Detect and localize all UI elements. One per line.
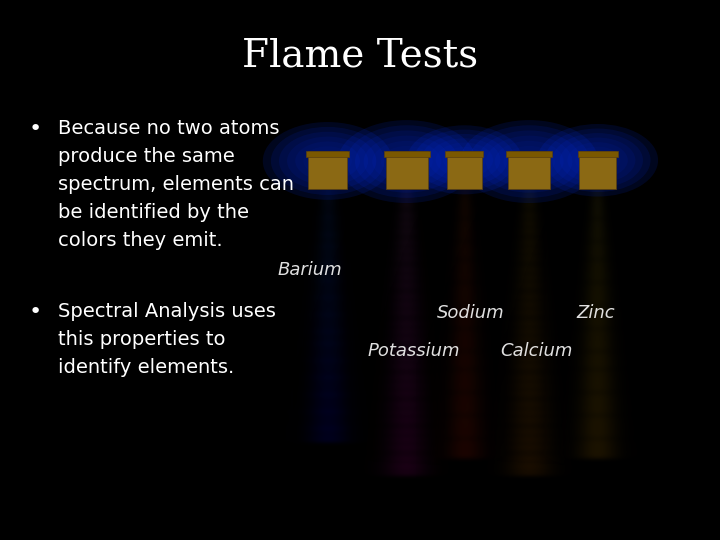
Bar <box>508 151 550 189</box>
Bar <box>447 151 482 189</box>
Ellipse shape <box>295 141 360 180</box>
Text: Sodium: Sodium <box>437 304 505 322</box>
Ellipse shape <box>279 132 377 190</box>
Bar <box>506 151 552 157</box>
Ellipse shape <box>560 138 635 183</box>
Text: •: • <box>29 302 42 322</box>
Bar <box>386 151 428 189</box>
Ellipse shape <box>477 131 581 193</box>
Bar <box>580 151 616 189</box>
Ellipse shape <box>287 137 368 185</box>
Text: Zinc: Zinc <box>576 304 615 322</box>
Ellipse shape <box>355 131 459 193</box>
Ellipse shape <box>263 122 392 200</box>
Ellipse shape <box>495 141 564 183</box>
Bar <box>306 151 349 157</box>
Text: Calcium: Calcium <box>500 342 573 360</box>
Bar <box>577 151 618 157</box>
Ellipse shape <box>436 143 493 177</box>
Text: Potassium: Potassium <box>367 342 459 360</box>
Bar <box>446 151 483 157</box>
Text: Because no two atoms
produce the same
spectrum, elements can
be identified by th: Because no two atoms produce the same sp… <box>58 119 294 250</box>
Text: •: • <box>29 119 42 139</box>
Text: Flame Tests: Flame Tests <box>242 38 478 75</box>
Ellipse shape <box>428 138 500 181</box>
Ellipse shape <box>545 129 651 192</box>
Ellipse shape <box>460 120 598 203</box>
Ellipse shape <box>567 142 628 178</box>
Ellipse shape <box>407 125 522 194</box>
Ellipse shape <box>346 125 467 198</box>
Ellipse shape <box>537 124 658 197</box>
Ellipse shape <box>271 127 384 195</box>
Bar <box>384 151 430 157</box>
Ellipse shape <box>364 136 450 187</box>
Ellipse shape <box>421 134 508 186</box>
Ellipse shape <box>414 130 515 190</box>
Ellipse shape <box>486 136 572 187</box>
Ellipse shape <box>338 120 476 203</box>
Ellipse shape <box>552 133 643 187</box>
Text: Barium: Barium <box>277 261 342 279</box>
Bar <box>308 151 347 189</box>
Ellipse shape <box>372 141 441 183</box>
Ellipse shape <box>469 125 590 198</box>
Text: Spectral Analysis uses
this properties to
identify elements.: Spectral Analysis uses this properties t… <box>58 302 276 377</box>
